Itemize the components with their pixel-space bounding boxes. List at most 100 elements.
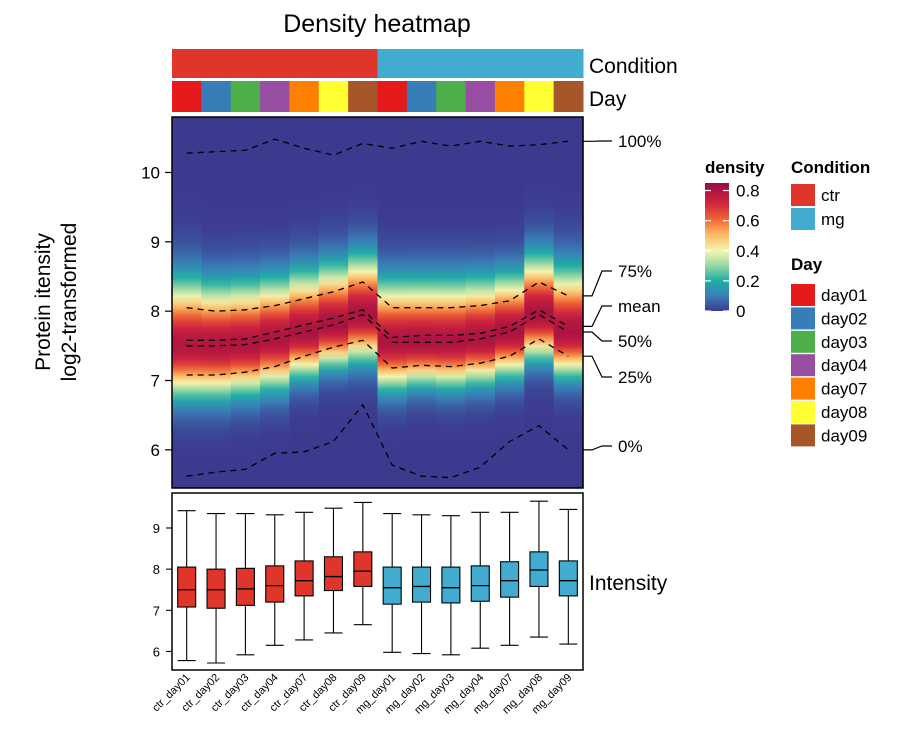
condition-cell-ctr_day02 (201, 49, 232, 78)
heatmap-column-ctr_day09 (348, 117, 379, 488)
y-axis-label-line1: Protein itensity (32, 233, 55, 371)
day-cell-mg_day01 (377, 81, 408, 112)
day-legend-swatch-day04 (791, 354, 815, 377)
boxplot-box-ctr_day02 (206, 568, 226, 609)
density-legend-title: density (705, 158, 765, 177)
boxplot-box-ctr_day08 (323, 556, 344, 592)
boxplot-box-mg_day07 (500, 561, 520, 598)
density-legend-colorbar (705, 183, 729, 311)
quantile-label-100pct: 100% (618, 132, 661, 151)
day-legend-swatch-day09 (791, 424, 815, 447)
boxplot-ytick-label-8: 8 (153, 562, 160, 577)
boxplot-box-ctr_day07 (294, 560, 314, 597)
day-legend-label-day07: day07 (821, 380, 867, 399)
condition-cell-mg_day02 (406, 49, 437, 78)
day-legend-swatch-day02 (791, 307, 815, 330)
condition-annotation-bar (172, 49, 584, 78)
chart-title: Density heatmap (283, 10, 471, 38)
quantile-line-mean (186, 309, 569, 341)
day-cell-mg_day08 (524, 81, 555, 112)
day-cell-mg_day09 (553, 81, 584, 112)
condition-cell-ctr_day03 (230, 49, 261, 78)
condition-cell-ctr_day08 (318, 49, 349, 78)
day-cell-ctr_day03 (230, 81, 261, 112)
y-axis-label-line2: log2-transformed (58, 223, 81, 382)
day-cell-ctr_day07 (289, 81, 320, 112)
boxplot-border (171, 492, 584, 671)
heatmap-ytick-label-10: 10 (141, 163, 160, 182)
heatmap-column-mg_day07 (494, 117, 525, 488)
quantile-connector-50pct (583, 331, 612, 342)
boxplot-ytick-label-9: 9 (153, 521, 160, 536)
condition-cell-ctr_day01 (172, 49, 202, 78)
day-cell-ctr_day04 (260, 81, 290, 112)
heatmap-column-ctr_day01 (172, 117, 202, 488)
day-legend-label-day04: day04 (821, 356, 867, 375)
boxplot-box-mg_day02 (411, 566, 432, 603)
condition-cell-mg_day04 (465, 49, 496, 78)
heatmap-column-ctr_day03 (230, 117, 261, 488)
quantile-connector-mean (583, 305, 612, 327)
heatmap-y-axis: 6 7 8 9 10 (141, 163, 172, 460)
boxplot-box-ctr_day01 (177, 566, 197, 608)
condition-cell-mg_day07 (494, 49, 525, 78)
boxplot-box-ctr_day09 (353, 551, 373, 587)
day-legend-label-day02: day02 (821, 309, 867, 328)
condition-legend-title: Condition (791, 158, 870, 177)
quantile-label-50pct: 50% (618, 332, 652, 351)
heatmap-column-mg_day04 (465, 117, 496, 488)
condition-cell-mg_day03 (436, 49, 467, 78)
quantile-label-75pct: 75% (618, 262, 652, 281)
density-legend-tick-label-1: 0.6 (736, 212, 760, 231)
condition-legend-swatch-mg (791, 208, 815, 230)
condition-cell-ctr_day07 (289, 49, 320, 78)
boxplot-ytick-label-7: 7 (153, 603, 160, 618)
boxplot-box-mg_day09 (558, 560, 578, 597)
boxplot-box-ctr_day03 (235, 567, 255, 606)
density-legend: density 0.8 0.6 0.4 0.2 0 (705, 158, 765, 321)
quantile-lines (186, 138, 569, 479)
quantile-labels: 100% 75% mean 50% 25% 0% (583, 132, 661, 456)
heatmap-column-ctr_day08 (318, 117, 349, 488)
heatmap-column-mg_day08 (524, 117, 555, 488)
day-cell-ctr_day01 (172, 81, 202, 112)
boxplot-box-mg_day01 (382, 566, 402, 605)
condition-cell-ctr_day09 (348, 49, 378, 78)
heatmap-ytick-label-6: 6 (151, 441, 160, 460)
boxplot-box-mg_day08 (529, 551, 549, 587)
heatmap-column-mg_day02 (406, 117, 437, 488)
heatmap-column-mg_day03 (436, 117, 467, 488)
day-legend-swatch-day01 (791, 284, 815, 306)
day-cell-mg_day03 (436, 81, 467, 112)
condition-cell-ctr_day04 (260, 49, 290, 78)
condition-annotation-label: Condition (589, 55, 678, 78)
density-legend-tick-label-2: 0.4 (736, 242, 760, 261)
quantile-connector-25pct (583, 355, 612, 378)
day-legend-swatch-day08 (791, 401, 815, 423)
boxplot-y-axis: 6 7 8 9 (153, 521, 172, 659)
quantile-line-0pct (186, 403, 569, 479)
heatmap-column-mg_day01 (377, 117, 408, 488)
day-legend-title: Day (791, 255, 823, 274)
day-cell-ctr_day08 (318, 81, 349, 112)
quantile-label-mean: mean (618, 297, 661, 316)
day-cell-ctr_day02 (201, 81, 232, 112)
column-labels: ctr_day01ctr_day02ctr_day03ctr_day04ctr_… (150, 672, 574, 717)
heatmap-column-mg_day09 (553, 117, 584, 488)
day-annotation-bar (172, 81, 584, 112)
boxplot-box-ctr_day04 (265, 565, 285, 603)
day-cell-ctr_day09 (348, 81, 378, 112)
condition-cell-mg_day01 (377, 49, 408, 78)
heatmap-column-ctr_day07 (289, 117, 320, 488)
quantile-connector-0pct (583, 445, 612, 451)
quantile-connector-75pct (583, 270, 612, 297)
heatmap-column-ctr_day02 (201, 117, 232, 488)
condition-legend-label-mg: mg (821, 210, 845, 229)
day-legend-label-day09: day09 (821, 426, 867, 445)
quantile-line-50pct (186, 313, 569, 347)
quantile-label-25pct: 25% (618, 368, 652, 387)
day-annotation-label: Day (589, 88, 627, 111)
day-cell-mg_day04 (465, 81, 496, 112)
day-legend-label-day03: day03 (821, 333, 867, 352)
